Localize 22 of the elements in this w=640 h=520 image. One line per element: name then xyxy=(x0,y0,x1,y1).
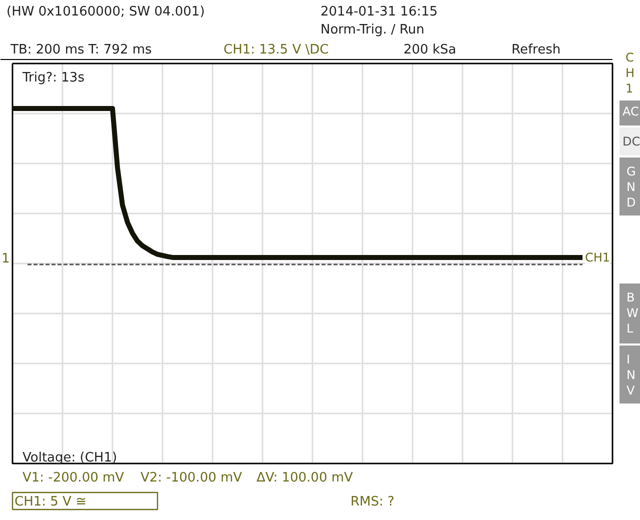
text: Norm-Trig. / Run xyxy=(320,22,424,38)
text: CH1: 5 V ≅ xyxy=(14,494,86,510)
text: 200 kSa xyxy=(404,42,456,58)
text: BWL xyxy=(626,290,638,336)
text: GND xyxy=(626,164,636,210)
text: CH1: 13.5 V \DC xyxy=(224,42,329,58)
text: TB: 200 ms T: 792 ms xyxy=(10,42,152,58)
series-label: CH1 xyxy=(585,250,610,264)
text: 2014-01-31 16:15 xyxy=(320,4,438,20)
text: ΔV: 100.00 mV xyxy=(256,470,354,486)
text: 1 xyxy=(2,252,10,266)
text: Refresh xyxy=(512,42,561,58)
text: Trig?: 13s xyxy=(22,70,85,86)
text: V1: -200.00 mV xyxy=(22,470,124,486)
text: V2: -100.00 mV xyxy=(140,470,242,486)
text: RMS: ? xyxy=(350,494,394,510)
text: INV xyxy=(626,352,636,398)
text: Voltage: (CH1) xyxy=(22,450,118,466)
text: CH1 xyxy=(626,50,635,96)
chart-title: (HW 0x10160000; SW 04.001) xyxy=(6,4,205,20)
text: DC xyxy=(622,134,640,148)
text: AC xyxy=(622,104,639,118)
